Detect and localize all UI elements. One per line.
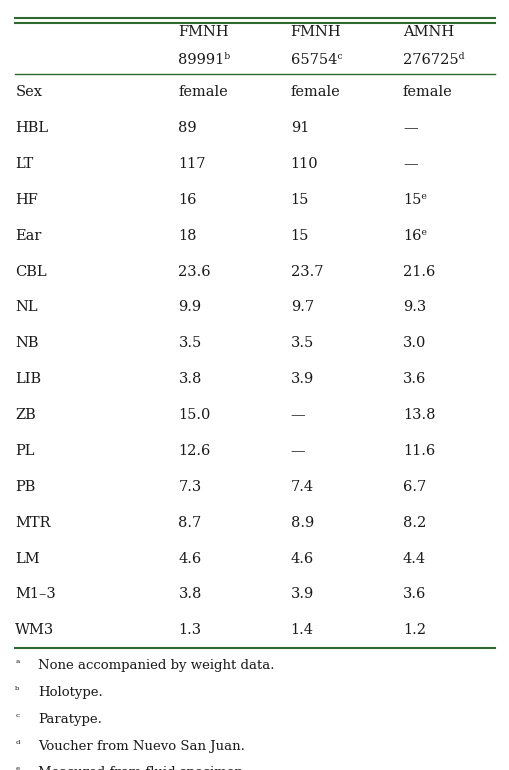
Text: 276725ᵈ: 276725ᵈ [402, 53, 464, 67]
Text: 3.0: 3.0 [402, 336, 426, 350]
Text: 13.8: 13.8 [402, 408, 435, 422]
Text: 15ᵉ: 15ᵉ [402, 193, 426, 207]
Text: AMNH: AMNH [402, 25, 453, 38]
Text: 65754ᶜ: 65754ᶜ [290, 53, 342, 67]
Text: 18: 18 [178, 229, 196, 243]
Text: ᵈ: ᵈ [15, 739, 20, 749]
Text: LT: LT [15, 157, 34, 171]
Text: 23.6: 23.6 [178, 265, 211, 279]
Text: 91: 91 [290, 121, 308, 136]
Text: 8.2: 8.2 [402, 516, 426, 530]
Text: 8.7: 8.7 [178, 516, 202, 530]
Text: 1.3: 1.3 [178, 623, 201, 638]
Text: 8.9: 8.9 [290, 516, 314, 530]
Text: 9.3: 9.3 [402, 300, 426, 314]
Text: —: — [290, 408, 305, 422]
Text: 11.6: 11.6 [402, 444, 434, 458]
Text: 89: 89 [178, 121, 197, 136]
Text: 4.4: 4.4 [402, 551, 425, 565]
Text: 15: 15 [290, 229, 308, 243]
Text: 3.6: 3.6 [402, 372, 426, 387]
Text: FMNH: FMNH [290, 25, 341, 38]
Text: 3.9: 3.9 [290, 372, 314, 387]
Text: None accompanied by weight data.: None accompanied by weight data. [38, 659, 274, 671]
Text: 3.5: 3.5 [290, 336, 314, 350]
Text: 110: 110 [290, 157, 318, 171]
Text: 15: 15 [290, 193, 308, 207]
Text: 3.9: 3.9 [290, 588, 314, 601]
Text: M1–3: M1–3 [15, 588, 56, 601]
Text: ᵇ: ᵇ [15, 686, 20, 696]
Text: NB: NB [15, 336, 39, 350]
Text: 3.8: 3.8 [178, 588, 202, 601]
Text: Voucher from Nuevo San Juan.: Voucher from Nuevo San Juan. [38, 739, 245, 752]
Text: 9.7: 9.7 [290, 300, 313, 314]
Text: HBL: HBL [15, 121, 48, 136]
Text: LIB: LIB [15, 372, 41, 387]
Text: NL: NL [15, 300, 38, 314]
Text: female: female [402, 85, 452, 99]
Text: female: female [178, 85, 228, 99]
Text: ᶜ: ᶜ [15, 712, 19, 722]
Text: 3.8: 3.8 [178, 372, 202, 387]
Text: 15.0: 15.0 [178, 408, 210, 422]
Text: ᵉ: ᵉ [15, 766, 20, 770]
Text: —: — [402, 121, 417, 136]
Text: PL: PL [15, 444, 35, 458]
Text: 1.2: 1.2 [402, 623, 425, 638]
Text: 6.7: 6.7 [402, 480, 426, 494]
Text: MTR: MTR [15, 516, 51, 530]
Text: 23.7: 23.7 [290, 265, 323, 279]
Text: 117: 117 [178, 157, 206, 171]
Text: 3.6: 3.6 [402, 588, 426, 601]
Text: Sex: Sex [15, 85, 42, 99]
Text: HF: HF [15, 193, 38, 207]
Text: —: — [290, 444, 305, 458]
Text: 21.6: 21.6 [402, 265, 434, 279]
Text: 12.6: 12.6 [178, 444, 210, 458]
Text: LM: LM [15, 551, 40, 565]
Text: 1.4: 1.4 [290, 623, 313, 638]
Text: 4.6: 4.6 [290, 551, 314, 565]
Text: WM3: WM3 [15, 623, 54, 638]
Text: ᵃ: ᵃ [15, 659, 20, 669]
Text: Ear: Ear [15, 229, 42, 243]
Text: 7.4: 7.4 [290, 480, 313, 494]
Text: 7.3: 7.3 [178, 480, 202, 494]
Text: 16: 16 [178, 193, 196, 207]
Text: 4.6: 4.6 [178, 551, 202, 565]
Text: 89991ᵇ: 89991ᵇ [178, 53, 230, 67]
Text: 3.5: 3.5 [178, 336, 202, 350]
Text: Holotype.: Holotype. [38, 686, 103, 698]
Text: 9.9: 9.9 [178, 300, 201, 314]
Text: CBL: CBL [15, 265, 47, 279]
Text: 16ᵉ: 16ᵉ [402, 229, 426, 243]
Text: PB: PB [15, 480, 36, 494]
Text: —: — [402, 157, 417, 171]
Text: Measured from fluid specimen.: Measured from fluid specimen. [38, 766, 247, 770]
Text: FMNH: FMNH [178, 25, 229, 38]
Text: ZB: ZB [15, 408, 36, 422]
Text: female: female [290, 85, 340, 99]
Text: Paratype.: Paratype. [38, 712, 102, 725]
